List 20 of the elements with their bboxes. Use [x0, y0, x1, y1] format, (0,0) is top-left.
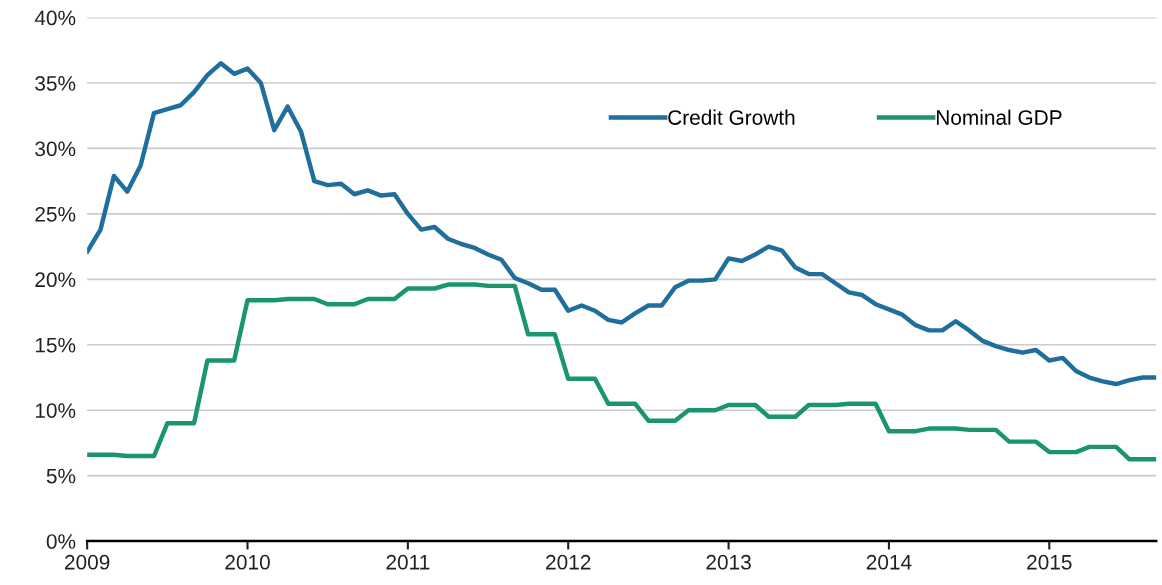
y-tick-label: 30%	[35, 141, 76, 157]
y-tick-label: 0%	[46, 534, 76, 549]
y-tick-label: 10%	[35, 403, 76, 418]
x-tick-label: 2011	[386, 554, 430, 570]
x-tick-label: 2010	[225, 554, 270, 570]
y-tick-label: 15%	[35, 337, 76, 353]
y-tick-label: 5%	[46, 468, 76, 484]
x-tick-label: 2012	[546, 554, 591, 570]
y-tick-label: 20%	[35, 272, 76, 288]
line-series	[87, 282, 1157, 462]
legend-label: Credit Growth	[668, 109, 795, 125]
x-tick-label: 2009	[65, 554, 110, 570]
x-tick-label: 2015	[1027, 554, 1072, 570]
y-tick-label: 40%	[34, 10, 76, 26]
line-series	[87, 61, 1157, 387]
legend-label: Nominal GDP	[936, 109, 1062, 125]
x-tick-label: 2013	[706, 554, 751, 570]
y-tick-label: 35%	[35, 76, 76, 91]
x-tick-label: 2014	[866, 554, 912, 570]
y-tick-label: 25%	[35, 206, 76, 222]
